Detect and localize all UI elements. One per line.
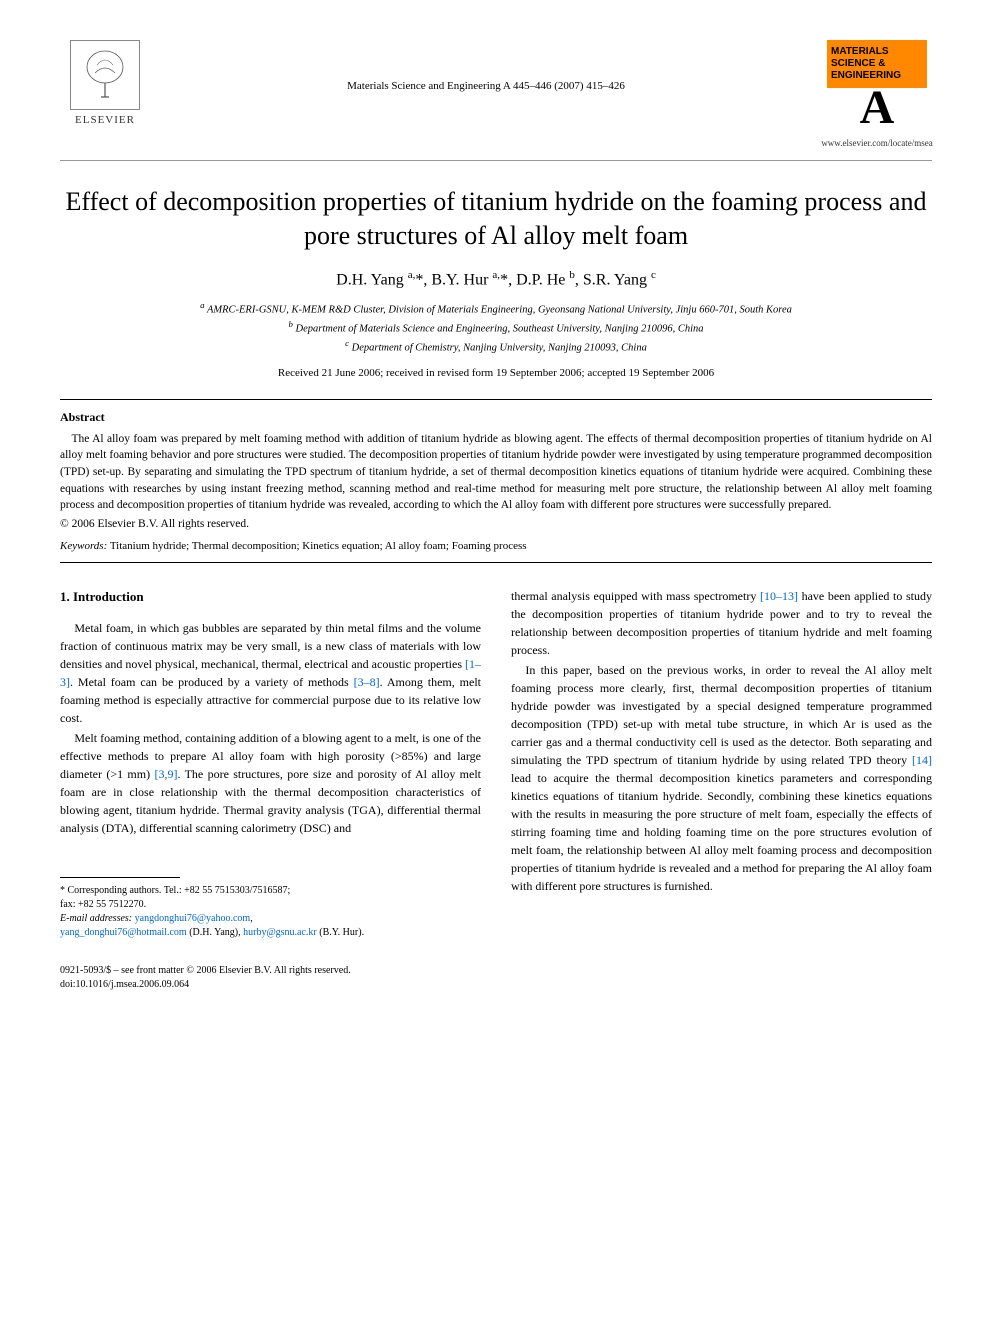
intro-para-1: Metal foam, in which gas bubbles are sep… — [60, 619, 481, 727]
abstract-bottom-divider — [60, 562, 932, 563]
elsevier-tree-icon — [70, 40, 140, 110]
email-link[interactable]: yangdonghui76@yahoo.com — [135, 913, 251, 924]
footnote-tel: * Corresponding authors. Tel.: +82 55 75… — [60, 884, 481, 898]
footnote-emails: E-mail addresses: yangdonghui76@yahoo.co… — [60, 912, 481, 926]
abstract-copyright: © 2006 Elsevier B.V. All rights reserved… — [60, 518, 932, 530]
email-link[interactable]: yang_donghui76@hotmail.com — [60, 927, 187, 938]
intro-para-4: In this paper, based on the previous wor… — [511, 661, 932, 895]
right-column: thermal analysis equipped with mass spec… — [511, 587, 932, 940]
keywords-label: Keywords: — [60, 540, 107, 552]
email-link[interactable]: hurby@gsnu.ac.kr — [243, 927, 317, 938]
paper-title: Effect of decomposition properties of ti… — [60, 185, 932, 253]
abstract-top-divider — [60, 399, 932, 400]
section-1-heading: 1. Introduction — [60, 587, 481, 607]
intro-para-3: thermal analysis equipped with mass spec… — [511, 587, 932, 659]
footnote-emails-2: yang_donghui76@hotmail.com (D.H. Yang), … — [60, 926, 481, 940]
keywords-text: Titanium hydride; Thermal decomposition;… — [110, 540, 527, 552]
intro-para-2: Melt foaming method, containing addition… — [60, 729, 481, 837]
journal-url: www.elsevier.com/locate/msea — [821, 138, 932, 148]
ref-link[interactable]: [3–8] — [354, 675, 380, 689]
abstract-heading: Abstract — [60, 410, 932, 425]
footnote-divider — [60, 877, 180, 878]
publisher-name: ELSEVIER — [75, 114, 135, 126]
affiliation-a: a AMRC-ERI-GSNU, K-MEM R&D Cluster, Divi… — [60, 299, 932, 318]
paper-header: ELSEVIER Materials Science and Engineeri… — [60, 40, 932, 148]
ref-link[interactable]: [14] — [912, 753, 932, 767]
journal-box-line: MATERIALS — [831, 46, 923, 58]
keywords: Keywords: Titanium hydride; Thermal deco… — [60, 540, 932, 552]
issn-line: 0921-5093/$ – see front matter © 2006 El… — [60, 964, 932, 978]
header-divider — [60, 160, 932, 161]
page-footer: 0921-5093/$ – see front matter © 2006 El… — [60, 964, 932, 992]
authors-line: D.H. Yang a,*, B.Y. Hur a,*, D.P. He b, … — [60, 269, 932, 289]
affiliation-b: b Department of Materials Science and En… — [60, 318, 932, 337]
body-columns: 1. Introduction Metal foam, in which gas… — [60, 587, 932, 940]
corresponding-footnote: * Corresponding authors. Tel.: +82 55 75… — [60, 884, 481, 940]
publisher-logo: ELSEVIER — [60, 40, 150, 126]
doi-line: doi:10.1016/j.msea.2006.09.064 — [60, 978, 932, 992]
journal-reference: Materials Science and Engineering A 445–… — [150, 40, 822, 92]
footnote-fax: fax: +82 55 7512270. — [60, 898, 481, 912]
ref-link[interactable]: [3,9] — [154, 767, 177, 781]
journal-logo: MATERIALS SCIENCE & ENGINEERING A www.el… — [822, 40, 932, 148]
ref-link[interactable]: [10–13] — [760, 589, 798, 603]
affiliation-c: c Department of Chemistry, Nanjing Unive… — [60, 337, 932, 356]
abstract-text: The Al alloy foam was prepared by melt f… — [60, 431, 932, 514]
article-dates: Received 21 June 2006; received in revis… — [60, 367, 932, 379]
left-column: 1. Introduction Metal foam, in which gas… — [60, 587, 481, 940]
journal-letter: A — [860, 84, 895, 132]
affiliations: a AMRC-ERI-GSNU, K-MEM R&D Cluster, Divi… — [60, 299, 932, 357]
journal-box-line: SCIENCE & — [831, 58, 923, 70]
